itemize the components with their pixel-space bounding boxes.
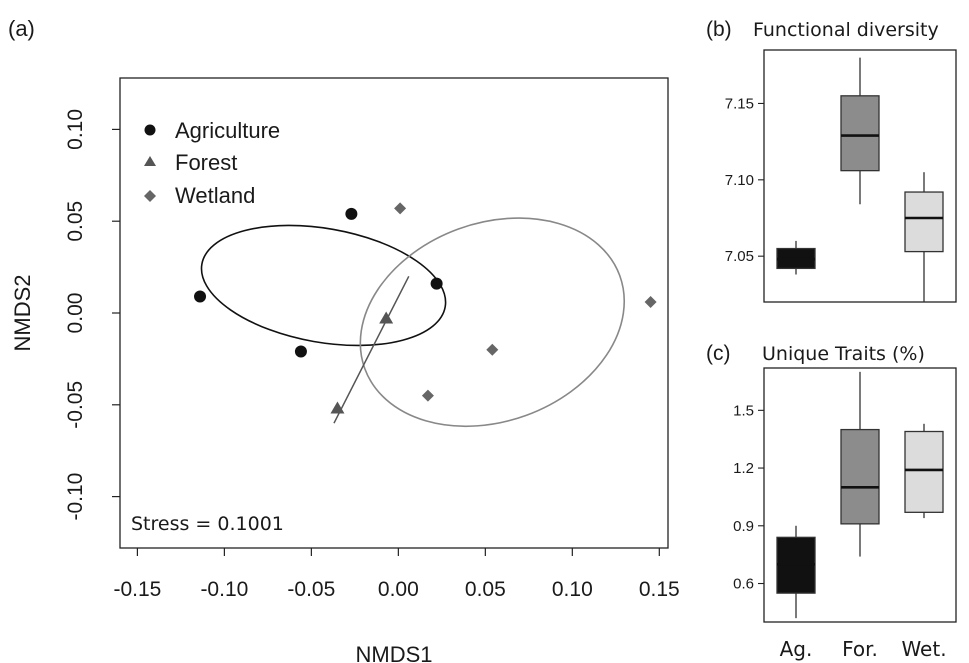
y-tick-label: -0.10 (64, 473, 87, 521)
ellipse-agriculture (200, 224, 447, 347)
legend-marker-forest (144, 156, 156, 166)
x-tick-label: 0.00 (378, 578, 419, 601)
c-y-tick-label: 1.5 (733, 402, 754, 419)
point-forest (379, 311, 394, 324)
point-wetland (394, 202, 407, 215)
panel-c-label: (c) (706, 342, 731, 365)
panel-b-boxes (776, 57, 944, 302)
c-box-for (840, 428, 880, 525)
stress-annotation: Stress = 0.1001 (131, 513, 284, 535)
panel-c-title: Unique Traits (%) (762, 343, 925, 365)
category-label-for: For. (842, 637, 878, 661)
y-axis-title: NMDS2 (10, 274, 35, 351)
y-tick-label: -0.05 (64, 381, 87, 429)
panel-c-boxes (776, 371, 944, 619)
b-y-tick-label: 7.10 (725, 172, 754, 189)
point-wetland (644, 295, 657, 308)
panel-a-frame (119, 77, 669, 549)
b-box-for (840, 95, 880, 172)
point-agriculture (294, 345, 307, 358)
y-tick-label: 0.00 (64, 293, 87, 334)
x-axis-title: NMDS1 (355, 642, 432, 663)
point-wetland (486, 343, 499, 356)
line-forest (333, 275, 410, 424)
category-label-wet: Wet. (901, 637, 946, 661)
panel-c: (c) Unique Traits (%) 0.6 0.9 1.2 1.5 Ag. Fo… (706, 342, 957, 661)
forest-lines (333, 275, 410, 424)
point-agriculture (345, 207, 358, 220)
panel-c-y-axis: 0.6 0.9 1.2 1.5 (733, 402, 764, 593)
b-box-wet (904, 191, 944, 253)
panel-a: (a) -0.15 -0.10 -0.05 0.00 0.05 0.10 0.15 -0.1… (8, 16, 680, 663)
x-tick-label: -0.15 (113, 578, 161, 601)
panel-a-x-axis: -0.15 -0.10 -0.05 0.00 0.05 0.10 0.15 (113, 548, 680, 601)
panel-b-label: (b) (706, 18, 732, 41)
panel-c-frame (763, 367, 957, 623)
x-tick-label: 0.10 (552, 578, 593, 601)
c-y-tick-label: 0.9 (733, 518, 754, 535)
x-tick-label: 0.05 (465, 578, 506, 601)
b-y-tick-label: 7.15 (725, 95, 754, 112)
legend: Agriculture Forest Wetland (144, 118, 280, 208)
y-tick-label: 0.10 (64, 109, 87, 150)
points (194, 202, 657, 414)
panel-c-x-labels: Ag. For. Wet. (780, 637, 947, 661)
ellipse-wetland (359, 217, 626, 428)
legend-label-agriculture: Agriculture (175, 118, 280, 143)
legend-label-wetland: Wetland (175, 183, 255, 208)
legend-marker-agriculture (144, 124, 156, 136)
legend-marker-wetland (144, 190, 156, 202)
x-tick-label: -0.10 (200, 578, 248, 601)
panel-b-title: Functional diversity (753, 19, 939, 41)
category-label-ag: Ag. (780, 637, 813, 661)
panel-a-label: (a) (8, 16, 35, 41)
point-wetland (421, 389, 434, 402)
c-y-tick-label: 0.6 (733, 576, 754, 593)
x-tick-label: -0.05 (287, 578, 335, 601)
c-box-wet (904, 430, 944, 513)
point-forest (330, 401, 345, 414)
point-agriculture (430, 277, 443, 290)
panel-b-y-axis: 7.05 7.10 7.15 (725, 95, 764, 265)
legend-label-forest: Forest (175, 150, 237, 175)
panel-b-frame (763, 49, 957, 303)
panel-b: (b) Functional diversity 7.05 7.10 7.15 (706, 18, 957, 303)
panel-a-y-axis: -0.10 -0.05 0.00 0.05 0.10 (64, 109, 120, 521)
x-tick-label: 0.15 (639, 578, 680, 601)
b-y-tick-label: 7.05 (725, 248, 754, 265)
point-agriculture (194, 290, 207, 303)
c-y-tick-label: 1.2 (733, 460, 754, 477)
ellipses (200, 217, 626, 428)
y-tick-label: 0.05 (64, 201, 87, 242)
